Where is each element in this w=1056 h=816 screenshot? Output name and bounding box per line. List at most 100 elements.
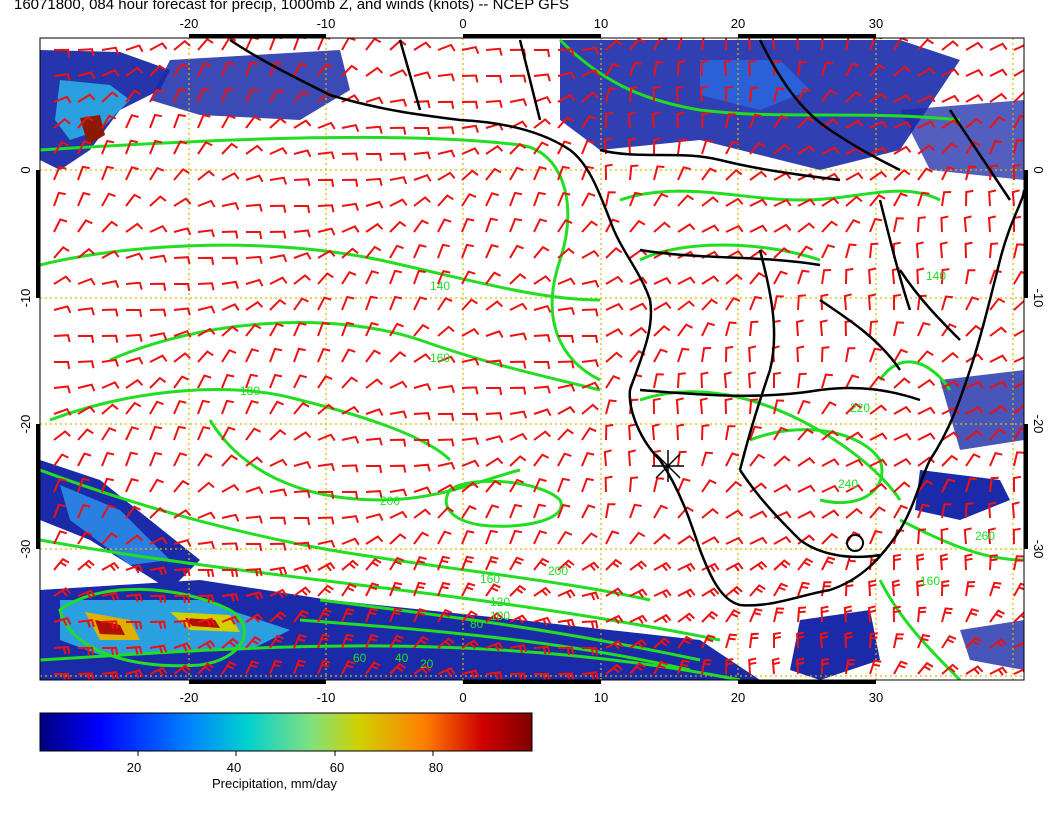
wind-barb [54,361,71,370]
wind-barb [533,408,552,417]
wind-barb [53,453,69,467]
wind-barb [413,296,428,311]
wind-barb [365,222,384,233]
lon-tick-label: 10 [594,16,608,31]
wind-barb [629,614,648,624]
wind-barb [509,191,523,207]
wind-barb [269,428,287,441]
wind-barb [269,566,288,576]
wind-barb [917,661,934,675]
wind-barb [677,323,693,337]
wind-barb [628,137,637,155]
wind-barb [101,334,119,343]
wind-barb [965,41,984,51]
wind-barb [269,347,283,363]
wind-barb [533,73,551,82]
wind-barb [989,297,1006,311]
wind-barb [773,114,789,129]
wind-barb [245,635,262,649]
wind-barb [221,230,239,239]
wind-barb [653,165,665,181]
wind-barb [149,42,168,51]
wind-barb [197,662,214,675]
wind-barb [461,45,480,54]
wind-barb [317,272,334,285]
axis-frame-bars [36,34,1028,684]
wind-barb [246,231,263,240]
wind-barb [845,62,860,77]
wind-barb [173,227,192,236]
wind-barb [797,269,810,285]
wind-barb [149,195,167,207]
wind-barb [845,484,864,493]
wind-barb [845,458,864,467]
wind-barb [53,275,72,285]
wind-barb [317,516,335,525]
wind-barb [627,111,637,129]
wind-barb [965,380,984,389]
wind-barb [317,539,336,548]
wind-barb [581,334,599,343]
wind-barb [101,561,120,572]
wind-barb [677,562,696,572]
wind-barb [533,645,551,655]
wind-barb [701,634,716,649]
wind-barb [653,137,662,155]
wind-barb [653,38,668,51]
wind-barb [557,477,570,493]
wind-barb [821,429,839,441]
wind-barb [677,612,695,623]
wind-barb [293,609,310,623]
wind-barb [125,451,138,467]
wind-barb [197,540,215,550]
wind-barb [341,660,356,675]
wind-barb [965,636,982,649]
wind-barb [581,46,599,55]
wind-barb [509,644,528,653]
wind-barb [245,88,259,103]
wind-barb [821,61,834,77]
wind-barb [1013,91,1024,103]
wind-barb [341,348,356,363]
wind-barb [293,634,307,649]
wind-barb [269,254,288,263]
wind-barb [317,227,336,236]
wind-barb [317,584,334,597]
wind-barb [341,376,358,389]
wind-barb [269,373,283,389]
wind-barb [605,530,620,545]
wind-barb [485,583,501,597]
wind-barb [797,222,815,233]
wind-barb [509,98,528,107]
wind-barb [989,269,1002,285]
contour-label: 120 [490,595,510,609]
wind-barb [77,428,94,441]
wind-barb [557,334,575,343]
wind-barb [269,298,287,311]
wind-barb [629,219,646,233]
wind-barb [269,88,285,103]
lat-tick-label: -10 [18,289,33,308]
wind-barb [389,533,407,545]
wind-barb [101,591,120,601]
wind-barb [149,224,168,233]
wind-barb [989,638,1007,649]
wind-barb [1013,640,1024,649]
wind-barb [821,401,837,415]
wind-barb [989,42,1008,51]
wind-barb [269,659,283,675]
wind-barb [389,126,407,135]
wind-barb [749,607,763,623]
wind-barb [341,633,354,649]
wind-barb [461,147,480,155]
wind-barb [509,529,523,545]
lon-tick-label: 20 [731,16,745,31]
wind-barb [581,451,595,467]
wind-barb [437,297,453,311]
wind-barb [485,47,503,56]
wind-barb [533,586,552,597]
wind-barb [893,348,908,363]
wind-barb [413,219,429,233]
wind-barb [725,197,744,207]
wind-barb [389,244,404,259]
